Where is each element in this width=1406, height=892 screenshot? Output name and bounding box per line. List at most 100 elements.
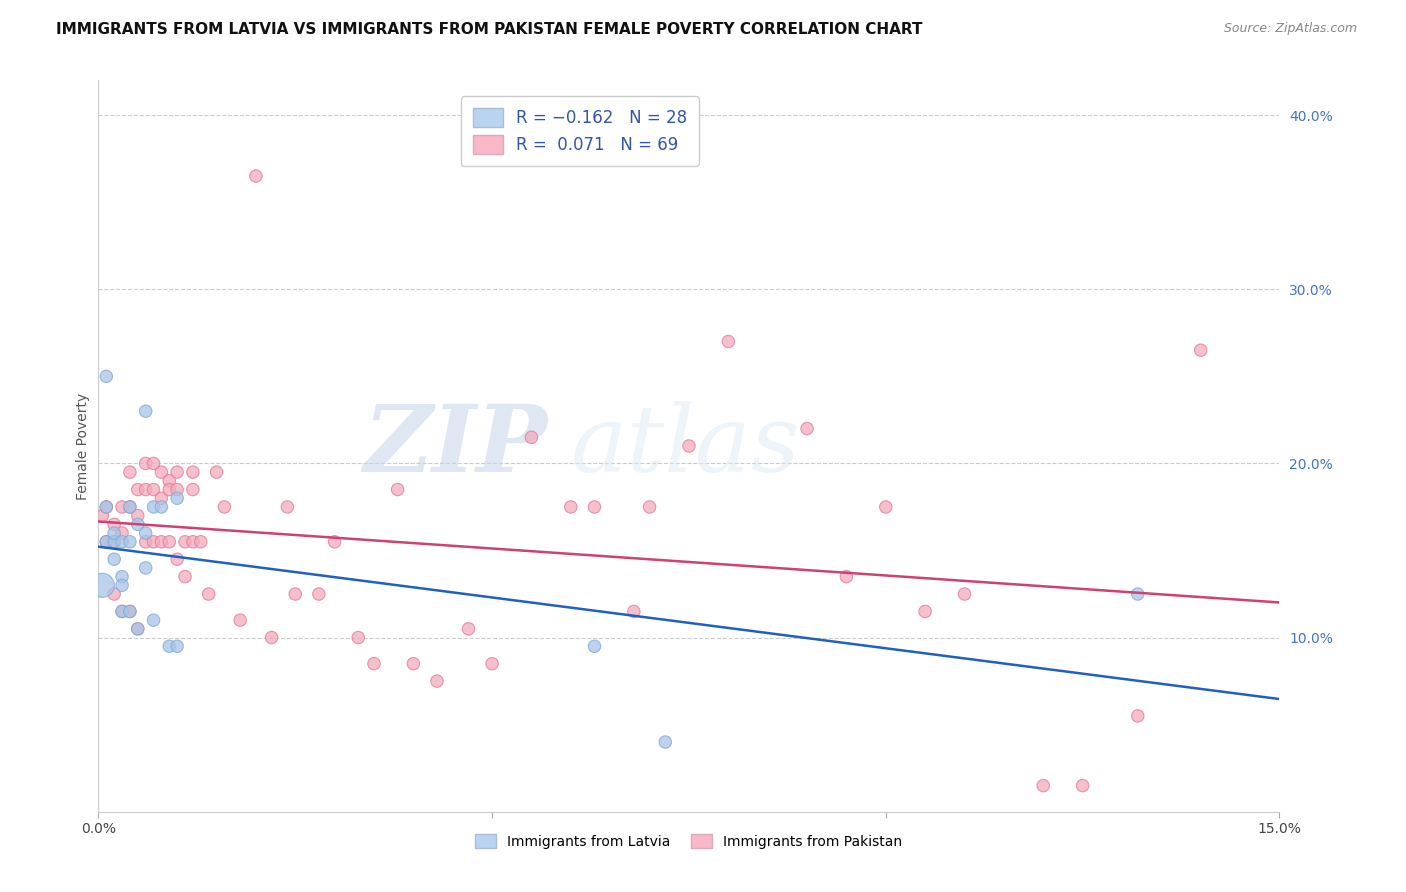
Point	[457, 622, 479, 636]
Point	[96, 534, 118, 549]
Point	[166, 465, 188, 479]
Point	[1032, 779, 1054, 793]
Point	[323, 534, 346, 549]
Point	[135, 534, 157, 549]
Point	[111, 604, 134, 618]
Point	[150, 500, 173, 514]
Point	[118, 500, 141, 514]
Point	[678, 439, 700, 453]
Point	[181, 465, 204, 479]
Point	[623, 604, 645, 618]
Point	[91, 508, 114, 523]
Point	[214, 500, 236, 514]
Point	[118, 604, 141, 618]
Point	[426, 674, 449, 689]
Point	[150, 491, 173, 506]
Point	[953, 587, 976, 601]
Point	[150, 465, 173, 479]
Point	[245, 169, 267, 183]
Point	[205, 465, 228, 479]
Point	[142, 457, 165, 471]
Point	[111, 500, 134, 514]
Point	[103, 587, 125, 601]
Legend: Immigrants from Latvia, Immigrants from Pakistan: Immigrants from Latvia, Immigrants from …	[468, 827, 910, 856]
Point	[260, 631, 283, 645]
Point	[166, 640, 188, 654]
Point	[96, 534, 118, 549]
Point	[111, 526, 134, 541]
Point	[308, 587, 330, 601]
Point	[127, 483, 149, 497]
Point	[111, 578, 134, 592]
Point	[118, 465, 141, 479]
Point	[166, 552, 188, 566]
Point	[103, 552, 125, 566]
Point	[157, 483, 180, 497]
Point	[1189, 343, 1212, 358]
Point	[166, 483, 188, 497]
Point	[157, 640, 180, 654]
Text: ZIP: ZIP	[363, 401, 547, 491]
Point	[157, 474, 180, 488]
Point	[142, 483, 165, 497]
Point	[91, 578, 114, 592]
Point	[103, 534, 125, 549]
Point	[118, 604, 141, 618]
Point	[717, 334, 740, 349]
Point	[875, 500, 897, 514]
Point	[402, 657, 425, 671]
Point	[111, 534, 134, 549]
Point	[284, 587, 307, 601]
Point	[135, 457, 157, 471]
Point	[363, 657, 385, 671]
Point	[638, 500, 661, 514]
Point	[118, 534, 141, 549]
Point	[150, 534, 173, 549]
Point	[157, 534, 180, 549]
Point	[96, 500, 118, 514]
Point	[197, 587, 219, 601]
Point	[190, 534, 212, 549]
Point	[174, 569, 197, 583]
Point	[142, 613, 165, 627]
Point	[135, 526, 157, 541]
Point	[276, 500, 298, 514]
Point	[166, 491, 188, 506]
Point	[835, 569, 858, 583]
Text: IMMIGRANTS FROM LATVIA VS IMMIGRANTS FROM PAKISTAN FEMALE POVERTY CORRELATION CH: IMMIGRANTS FROM LATVIA VS IMMIGRANTS FRO…	[56, 22, 922, 37]
Point	[118, 500, 141, 514]
Text: Source: ZipAtlas.com: Source: ZipAtlas.com	[1223, 22, 1357, 36]
Point	[520, 430, 543, 444]
Point	[481, 657, 503, 671]
Point	[135, 483, 157, 497]
Point	[654, 735, 676, 749]
Point	[103, 526, 125, 541]
Point	[583, 640, 606, 654]
Point	[1071, 779, 1094, 793]
Point	[142, 534, 165, 549]
Point	[103, 534, 125, 549]
Point	[560, 500, 582, 514]
Point	[127, 622, 149, 636]
Point	[347, 631, 370, 645]
Point	[229, 613, 252, 627]
Point	[174, 534, 197, 549]
Point	[181, 483, 204, 497]
Point	[914, 604, 936, 618]
Point	[135, 404, 157, 418]
Point	[96, 500, 118, 514]
Point	[796, 421, 818, 435]
Text: atlas: atlas	[571, 401, 800, 491]
Point	[111, 569, 134, 583]
Point	[127, 508, 149, 523]
Point	[387, 483, 409, 497]
Point	[142, 500, 165, 514]
Point	[181, 534, 204, 549]
Point	[127, 517, 149, 532]
Point	[103, 517, 125, 532]
Point	[135, 561, 157, 575]
Point	[1126, 587, 1149, 601]
Point	[1126, 709, 1149, 723]
Y-axis label: Female Poverty: Female Poverty	[76, 392, 90, 500]
Point	[127, 622, 149, 636]
